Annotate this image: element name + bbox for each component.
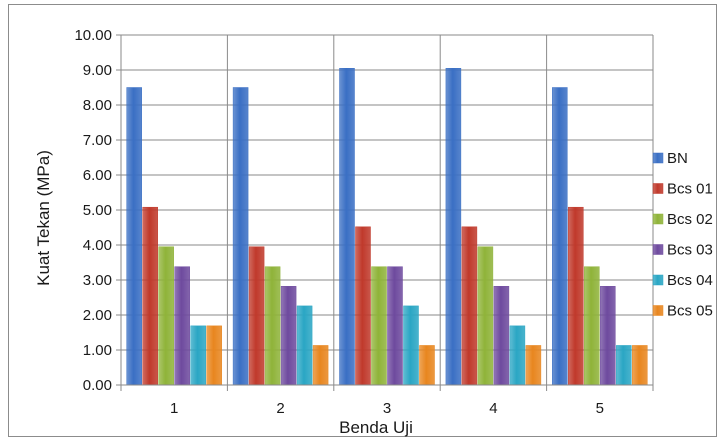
y-tick-label: 8.00 xyxy=(83,97,112,114)
bar-bcs-04-1 xyxy=(190,325,206,386)
bar-bcs-01-1 xyxy=(142,206,158,386)
legend-label: BN xyxy=(667,150,688,167)
bar-bcs-03-4 xyxy=(493,286,510,386)
bar-bn-5 xyxy=(552,87,568,386)
bar-bcs-05-2 xyxy=(312,345,329,386)
x-tick-label: 2 xyxy=(276,400,284,417)
bar-bcs-02-5 xyxy=(584,266,600,386)
bar-bcs-01-3 xyxy=(355,226,371,386)
legend-swatch xyxy=(652,244,664,255)
bar-bcs-01-4 xyxy=(461,226,478,386)
y-tick-label: 5.00 xyxy=(83,202,112,219)
legend-label: Bcs 05 xyxy=(667,303,713,320)
legend-label: Bcs 03 xyxy=(667,242,713,259)
bar-bcs-02-2 xyxy=(264,266,281,386)
legend-swatch xyxy=(652,183,664,194)
bar-bcs-01-5 xyxy=(568,206,584,386)
bar-bcs-04-5 xyxy=(616,345,632,386)
y-tick-label: 2.00 xyxy=(83,307,112,324)
bar-bcs-03-1 xyxy=(174,266,190,386)
y-axis-title: Kuat Tekan (MPa) xyxy=(34,150,53,286)
y-tick-label: 1.00 xyxy=(83,342,112,359)
legend-label: Bcs 04 xyxy=(667,272,713,289)
bar-bcs-02-4 xyxy=(477,246,494,386)
x-tick-label: 1 xyxy=(170,400,178,417)
bar-bcs-05-4 xyxy=(525,345,542,386)
y-tick-label: 7.00 xyxy=(83,132,112,149)
legend-swatch xyxy=(652,152,664,164)
y-tick-label: 10.00 xyxy=(74,27,112,44)
legend-swatch xyxy=(652,305,664,316)
bar-bcs-03-3 xyxy=(387,266,403,386)
bar-bcs-04-3 xyxy=(403,305,419,386)
y-tick-label: 6.00 xyxy=(83,167,112,184)
bar-bn-2 xyxy=(232,87,249,386)
bars xyxy=(126,68,648,386)
legend-label: Bcs 01 xyxy=(667,181,713,198)
x-tick-label: 4 xyxy=(489,400,497,417)
y-tick-label: 0.00 xyxy=(83,377,112,394)
y-tick-label: 4.00 xyxy=(83,237,112,254)
bar-bcs-02-1 xyxy=(158,246,174,386)
bar-bcs-05-1 xyxy=(206,325,222,386)
axes: 0.00 1.00 2.00 3.00 4.00 5.00 6.00 7.00 8.00 9.00… xyxy=(74,27,653,417)
bar-bn-1 xyxy=(126,87,142,386)
legend-label: Bcs 02 xyxy=(667,211,713,228)
bar-bcs-05-5 xyxy=(632,345,648,386)
bar-bn-4 xyxy=(445,68,462,386)
bar-bn-3 xyxy=(339,68,355,386)
y-tick-label: 9.00 xyxy=(83,62,112,79)
y-tick-label: 3.00 xyxy=(83,272,112,289)
bar-bcs-04-4 xyxy=(509,325,526,386)
legend-swatch xyxy=(652,213,664,225)
x-tick-label: 3 xyxy=(383,400,391,417)
bar-bcs-01-2 xyxy=(248,246,265,386)
bar-bcs-04-2 xyxy=(296,305,313,386)
x-tick-label: 5 xyxy=(596,400,604,417)
legend-swatch xyxy=(652,274,664,286)
bar-bcs-02-3 xyxy=(371,266,387,386)
x-axis-title: Benda Uji xyxy=(339,418,413,437)
bar-bcs-03-2 xyxy=(280,286,297,386)
bar-bcs-03-5 xyxy=(600,286,616,386)
bar-bcs-05-3 xyxy=(419,345,435,386)
legend: BN Bcs 01 Bcs 02 Bcs 03 Bcs 04 Bcs 05 xyxy=(652,150,713,320)
